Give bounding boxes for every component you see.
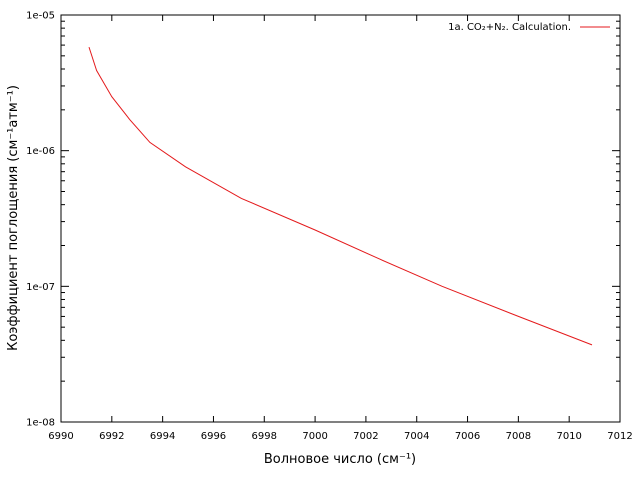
y-tick-label: 1e-08 xyxy=(26,418,55,429)
x-axis-ticks: 6990 6992 6994 6996 6998 7000 7002 7004 7006 7008… xyxy=(48,15,633,442)
x-tick-label: 7012 xyxy=(607,431,632,442)
y-tick-label: 1e-07 xyxy=(26,282,55,293)
series-line xyxy=(88,46,593,346)
legend-label: 1a. CO₂+N₂. Calculation. xyxy=(448,22,571,33)
x-tick-label: 6992 xyxy=(99,431,124,442)
x-tick-label: 7010 xyxy=(556,431,581,442)
x-tick-label: 6996 xyxy=(201,431,226,442)
x-tick-label: 6994 xyxy=(150,431,175,442)
legend: 1a. CO₂+N₂. Calculation. xyxy=(448,22,610,33)
x-tick-label: 7004 xyxy=(404,431,429,442)
x-tick-label: 7008 xyxy=(506,431,531,442)
y-tick-label: 1e-05 xyxy=(26,11,55,22)
x-axis-title: Волновое число (см⁻¹) xyxy=(264,452,416,467)
x-tick-label: 7002 xyxy=(353,431,378,442)
plot-frame xyxy=(60,14,621,423)
x-tick-label: 7006 xyxy=(455,431,480,442)
y-axis-ticks: 1e-08 1e-07 1e-06 1e-05 xyxy=(26,11,620,429)
y-axis-title: Коэффициент поглощения (см⁻¹атм⁻¹) xyxy=(6,85,21,351)
x-tick-label: 7000 xyxy=(302,431,327,442)
x-tick-label: 6998 xyxy=(252,431,277,442)
y-tick-label: 1e-06 xyxy=(26,146,55,157)
x-tick-label: 6990 xyxy=(48,431,73,442)
